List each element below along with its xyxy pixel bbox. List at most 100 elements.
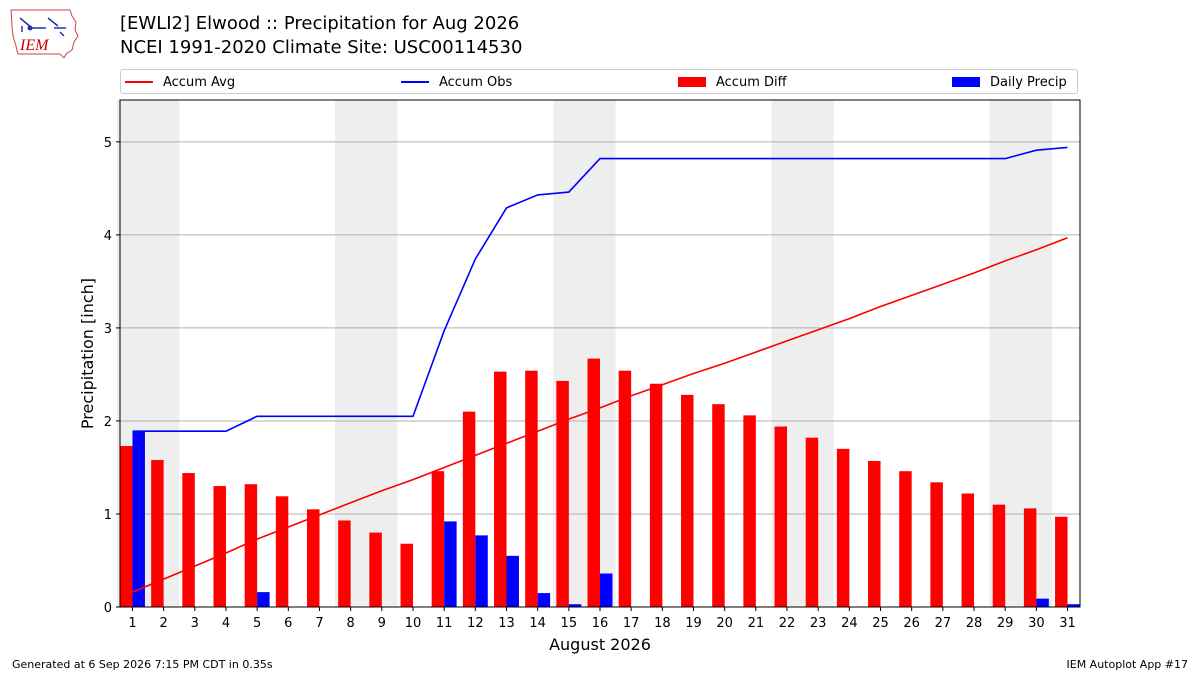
x-tick-label: 2 [159,616,167,631]
bar-daily-precip [506,555,519,607]
bar-accum-diff [743,415,756,607]
legend: Accum Avg Accum Obs Accum Diff Daily Pre… [120,69,1078,94]
x-tick-label: 1 [128,616,136,631]
bar-accum-diff [494,371,507,607]
bar-accum-diff [930,482,943,607]
bar-accum-diff [836,448,850,607]
legend-label: Accum Obs [439,74,513,90]
x-tick-label: 14 [529,616,546,631]
bar-accum-diff [618,370,632,607]
bar-accum-diff [868,460,881,607]
chart-subtitle: NCEI 1991-2020 Climate Site: USC00114530 [120,37,523,58]
bar-accum-diff [213,486,226,607]
y-tick-label: 5 [104,136,112,151]
x-tick-label: 15 [561,616,578,631]
bar-daily-precip [537,593,551,607]
x-tick-label: 31 [1059,616,1076,631]
bar-accum-diff [992,504,1006,607]
legend-item-accum-avg: Accum Avg [125,73,235,91]
x-tick-label: 16 [592,616,609,631]
x-tick-label: 19 [685,616,702,631]
x-tick-label: 27 [935,616,952,631]
y-tick-label: 2 [104,415,112,430]
x-tick-label: 23 [810,616,827,631]
x-tick-label: 11 [436,616,453,631]
legend-swatch [125,81,153,83]
weekend-shade [989,100,1052,607]
x-tick-label: 24 [841,616,858,631]
iem-logo: IEM [10,9,79,58]
line-accum-avg [132,236,1068,593]
y-tick-label: 0 [104,601,112,616]
weekend-shade [553,100,616,607]
bar-accum-diff [681,394,694,607]
x-tick-label: 29 [997,616,1014,631]
legend-item-accum-diff: Accum Diff [678,73,787,91]
legend-label: Daily Precip [990,74,1067,90]
bar-accum-diff [556,380,569,607]
bar-accum-diff [805,437,819,607]
y-tick-label: 4 [104,229,112,244]
x-tick-label: 9 [378,616,386,631]
footer-app-id: IEM Autoplot App #17 [1066,658,1189,671]
legend-label: Accum Diff [716,74,787,90]
x-tick-label: 22 [779,616,796,631]
bar-accum-diff [712,404,725,607]
bar-accum-diff [182,473,195,607]
legend-swatch [678,77,706,87]
bar-daily-precip [444,521,457,607]
bar-accum-diff [649,383,663,607]
legend-swatch [401,81,429,83]
x-tick-label: 7 [315,616,323,631]
bar-accum-diff [275,496,289,607]
bar-daily-precip [600,573,613,607]
x-tick-label: 13 [498,616,515,631]
line-accum-obs [132,146,1068,433]
bar-accum-diff [338,520,351,607]
x-tick-label: 25 [872,616,889,631]
bar-accum-diff [1055,516,1068,607]
bar-accum-diff [462,411,476,607]
legend-swatch [952,77,980,87]
iowa-outline-icon [10,9,79,58]
iem-logo-text: IEM [19,37,50,54]
x-tick-label: 20 [716,616,733,631]
x-tick-label: 28 [966,616,983,631]
weekend-shade [116,100,180,607]
bar-daily-precip [132,431,145,607]
bar-accum-diff [1023,508,1037,607]
x-tick-label: 4 [222,616,230,631]
x-axis-label: August 2026 [549,635,651,654]
x-tick-label: 6 [284,616,292,631]
y-tick-label: 1 [104,508,112,523]
bar-accum-diff [244,484,258,607]
weekend-shade [335,100,398,607]
bar-accum-diff [400,543,413,607]
bar-accum-diff [899,471,912,607]
x-tick-label: 26 [903,616,920,631]
x-tick-label: 8 [347,616,355,631]
x-tick-label: 5 [253,616,261,631]
bar-accum-diff [431,471,445,607]
x-tick-label: 21 [748,616,765,631]
bar-accum-diff [961,493,975,607]
bar-daily-precip [475,535,488,607]
x-tick-label: 18 [654,616,671,631]
legend-item-accum-obs: Accum Obs [401,73,512,91]
x-tick-label: 10 [405,616,422,631]
bar-accum-diff [369,532,382,607]
legend-label: Accum Avg [163,74,236,90]
x-tick-label: 30 [1028,616,1045,631]
legend-item-daily-precip: Daily Precip [952,73,1067,91]
footer-generated: Generated at 6 Sep 2026 7:15 PM CDT in 0… [12,658,273,671]
y-tick-label: 3 [104,322,112,337]
x-tick-label: 17 [623,616,640,631]
bar-daily-precip [1067,604,1080,607]
bar-accum-diff [774,426,788,607]
bar-daily-precip [568,604,582,607]
x-tick-label: 3 [191,616,199,631]
chart-title: [EWLI2] Elwood :: Precipitation for Aug … [120,13,520,34]
bar-daily-precip [257,592,270,607]
bar-daily-precip [1036,598,1049,607]
